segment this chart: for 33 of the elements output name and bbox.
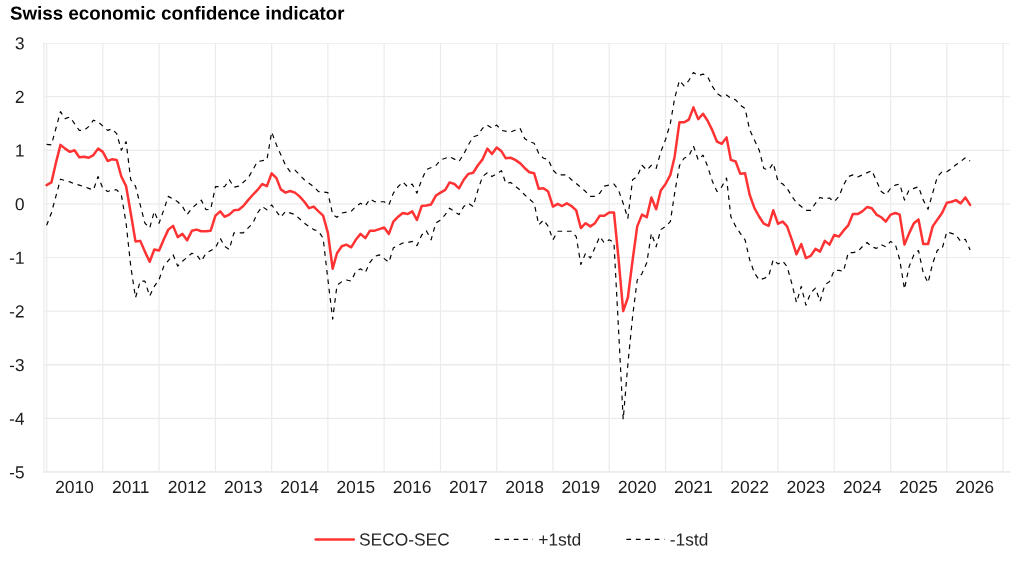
x-tick-label: 2020 [618,480,656,494]
x-tick-label: 2011 [112,480,149,494]
chart-title: Swiss economic confidence indicator [10,6,345,20]
y-tick-label: -2 [9,305,24,318]
x-tick-label: 2018 [506,480,544,494]
x-tick-label: 2015 [337,480,375,494]
x-tick-label: 2026 [956,480,994,494]
x-tick-label: 2016 [393,480,431,494]
y-tick-label: -4 [9,412,25,425]
line-series [46,71,971,229]
y-tick-label: 2 [15,90,24,103]
x-tick-label: 2019 [562,480,600,494]
line-series [45,106,972,313]
x-tick-label: 2021 [675,480,712,494]
x-tick-label: 2024 [843,480,882,494]
legend-label: +1std [539,532,581,546]
x-tick-label: 2023 [787,480,825,494]
x-tick-label: 2012 [168,480,206,494]
x-tick-label: 2025 [900,480,938,494]
y-tick-label: -5 [9,466,24,479]
y-tick-label: 0 [15,198,24,211]
legend-label: -1std [670,532,708,546]
legend-label: SECO-SEC [359,533,450,546]
y-tick-label: -1 [9,251,24,264]
x-tick-label: 2014 [281,480,319,494]
y-tick-label: -3 [9,358,24,372]
x-tick-label: 2017 [449,480,487,494]
line-series [46,145,971,421]
y-tick-label: 3 [15,37,24,50]
x-tick-label: 2013 [224,480,262,494]
y-tick-label: 1 [16,144,24,157]
x-tick-label: 2022 [731,480,769,494]
x-tick-label: 2010 [56,480,94,494]
